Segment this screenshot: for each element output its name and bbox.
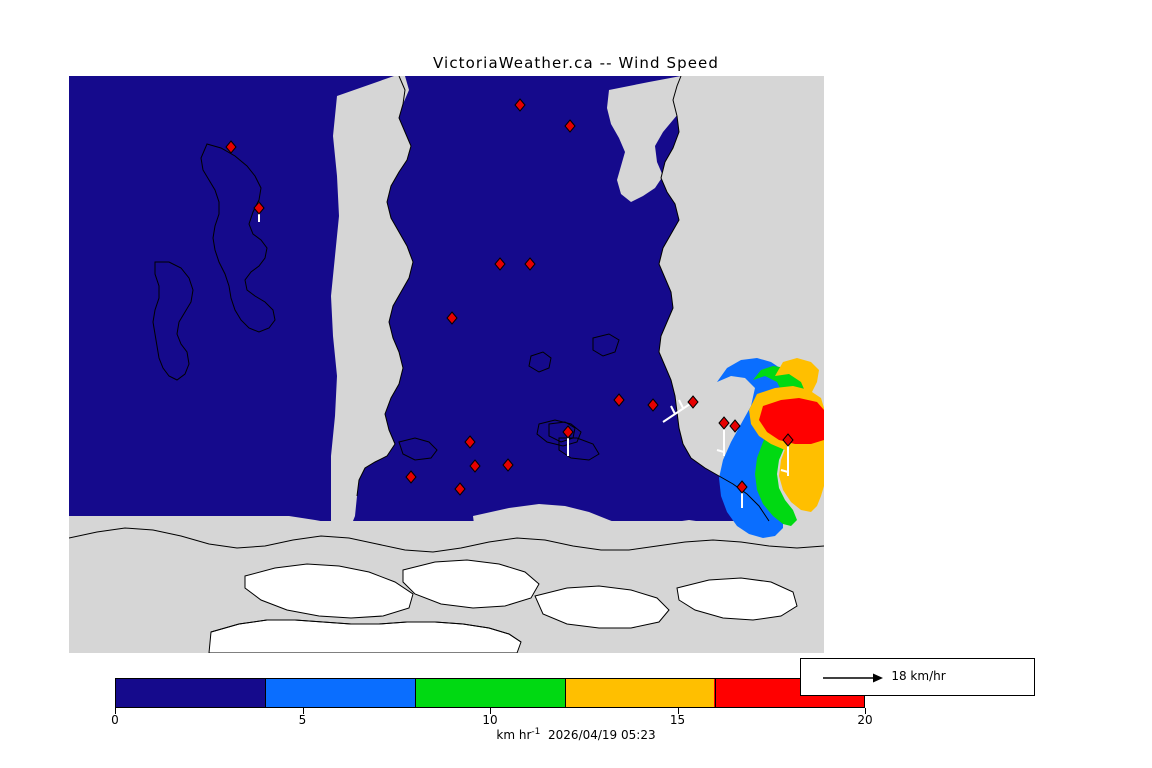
colorbar-segment	[340, 679, 416, 707]
colorbar-divider	[714, 678, 716, 708]
colorbar-tick	[302, 708, 304, 714]
units-exponent: -1	[531, 727, 541, 737]
colorbar-segment	[639, 679, 715, 707]
units-label: km hr	[496, 728, 532, 742]
station-marker-group	[225, 98, 794, 496]
colorbar-segments[interactable]	[115, 678, 865, 708]
map-panel[interactable]	[69, 76, 824, 653]
reference-arrow-label: 18 km/hr	[891, 669, 946, 683]
coastline-outlines	[69, 76, 824, 653]
reference-arrow-legend[interactable]: 18 km/hr	[800, 658, 1040, 707]
colorbar-segment	[489, 679, 565, 707]
colorbar-tick-label: 15	[669, 713, 686, 727]
timestamp-label: 2026/04/19 05:23	[548, 728, 656, 742]
colorbar-tick-label: 20	[857, 713, 873, 727]
colorbar-segment	[564, 679, 640, 707]
colorbar-tick	[865, 708, 866, 714]
colorbar-segment	[415, 679, 490, 707]
colorbar-divider	[564, 678, 566, 708]
page-title: VictoriaWeather.ca -- Wind Speed	[433, 54, 719, 72]
weather-map-graphic	[69, 76, 824, 653]
colorbar-divider	[414, 678, 416, 708]
colorbar-tick	[490, 708, 491, 714]
colorbar-segment	[265, 679, 341, 707]
colorbar-tick	[115, 708, 116, 714]
colorbar-divider	[264, 678, 266, 708]
colorbar[interactable]: 0 5 10 15 20	[111, 678, 873, 727]
colorbar-tick-label: 0	[111, 713, 119, 727]
wind-arrow-icon	[823, 673, 883, 683]
colorbar-tick-label: 5	[298, 713, 307, 727]
colorbar-tick	[677, 708, 679, 714]
colorbar-tick-label: 10	[482, 713, 498, 727]
units-and-timestamp: km hr-1 2026/04/19 05:23	[0, 727, 1152, 742]
colorbar-ticks: 0 5 10 15 20	[111, 708, 873, 730]
colorbar-segment	[116, 679, 266, 707]
